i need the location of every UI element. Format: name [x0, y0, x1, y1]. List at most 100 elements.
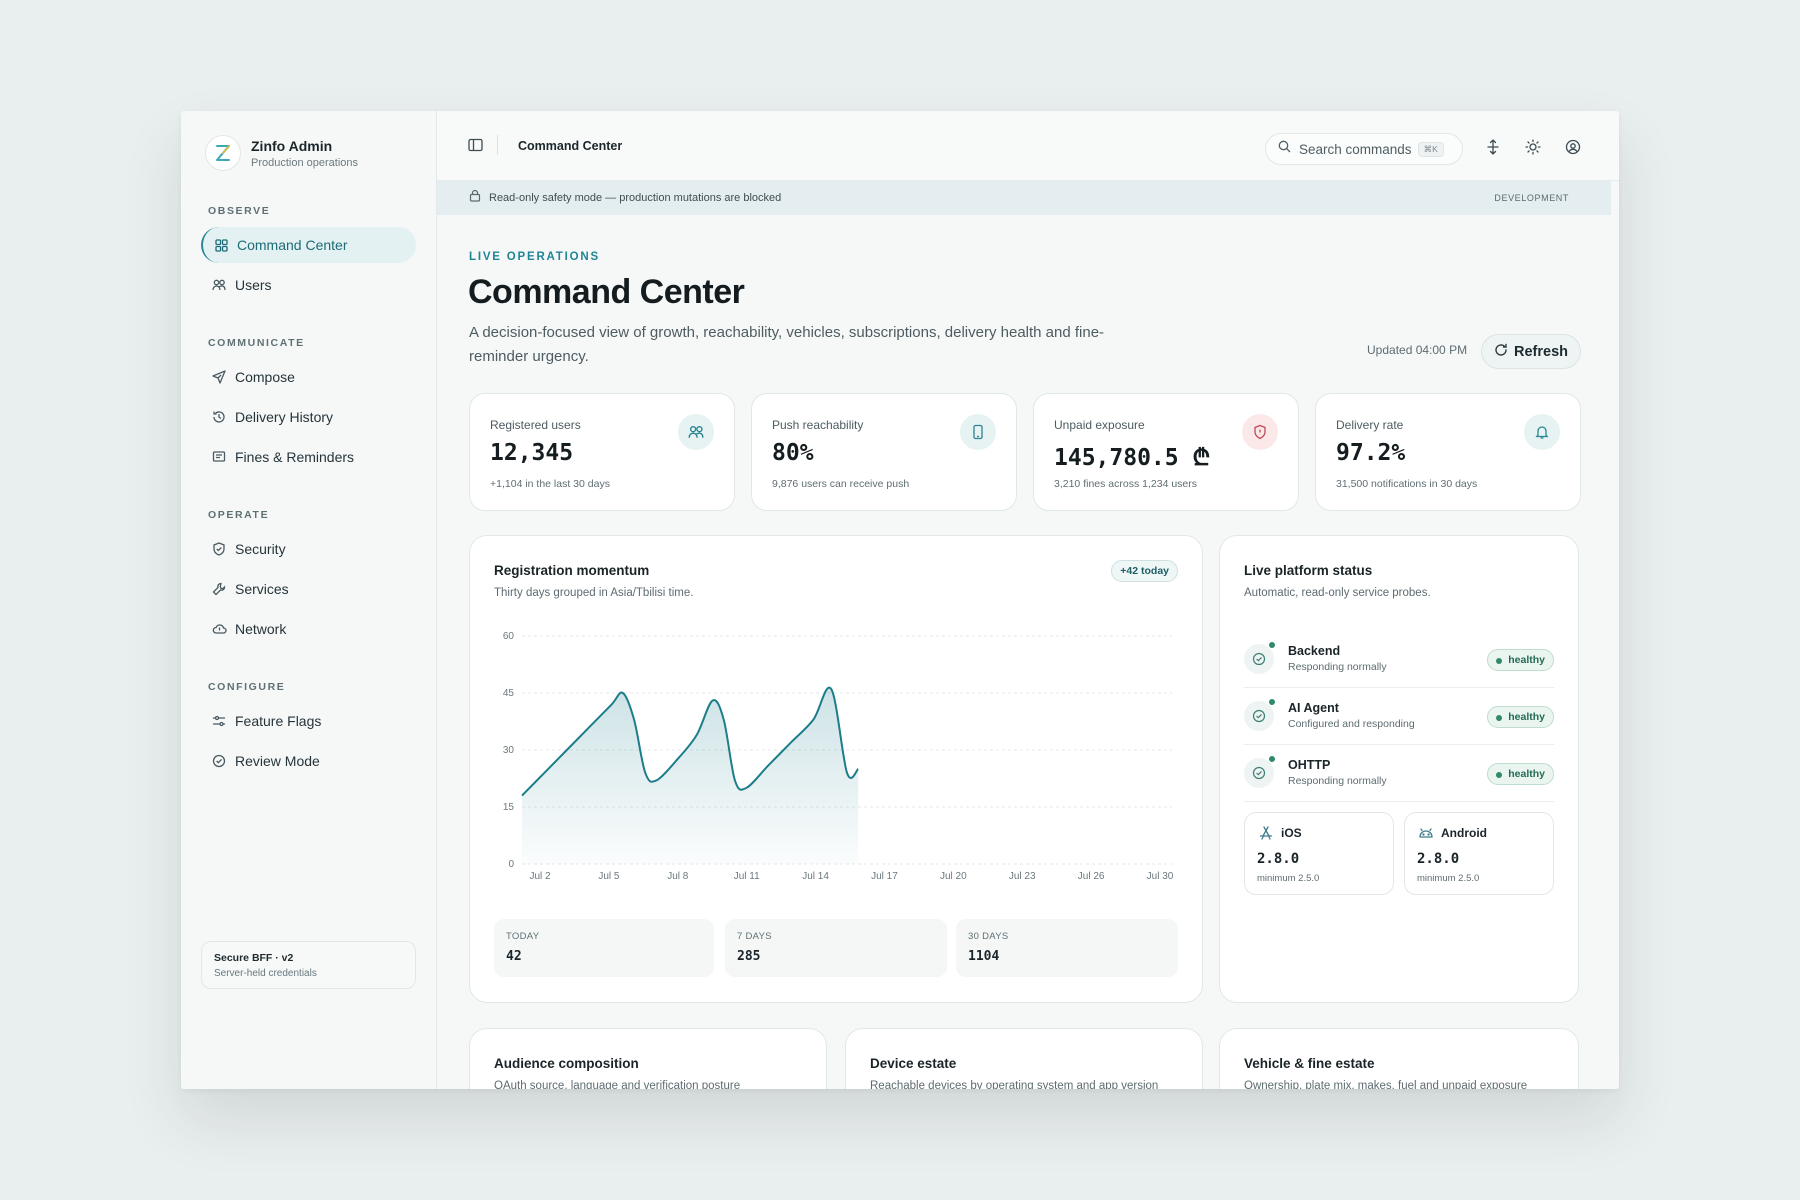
page-eyebrow: LIVE OPERATIONS	[469, 251, 600, 263]
nav-section-operate: OPERATE	[208, 509, 270, 521]
sidebar-item-delivery-history[interactable]: Delivery History	[201, 399, 416, 435]
os-version: 2.8.0	[1257, 851, 1300, 867]
status-dot	[1268, 698, 1276, 706]
kpi-note: 3,210 fines across 1,234 users	[1054, 478, 1198, 490]
kpi-card-push-reachability: Push reachability 80% 9,876 users can re…	[751, 393, 1017, 511]
sidebar-item-fines-reminders[interactable]: Fines & Reminders	[201, 439, 416, 475]
status-dot	[1268, 755, 1276, 763]
os-version: 2.8.0	[1417, 851, 1460, 867]
y-tick-label: 45	[503, 688, 515, 699]
service-row-ai-agent: AI Agent Configured and responding healt…	[1244, 688, 1554, 745]
sidebar-toggle-icon[interactable]	[468, 138, 484, 152]
sun-icon[interactable]	[1525, 139, 1541, 155]
card-subtitle: Thirty days grouped in Asia/Tbilisi time…	[494, 587, 694, 599]
kpi-note: +1,104 in the last 30 days	[490, 478, 610, 490]
nav-section-communicate: COMMUNICATE	[208, 337, 305, 349]
sidebar-item-label: Security	[235, 541, 286, 557]
refresh-icon	[1494, 343, 1508, 361]
stat-value: 1104	[968, 949, 1000, 964]
users-icon	[678, 414, 714, 450]
service-description: Responding normally	[1288, 775, 1387, 787]
brand-subtitle: Production operations	[251, 156, 359, 169]
os-minimum: minimum 2.5.0	[1257, 873, 1320, 884]
bff-title: Secure BFF · v2	[214, 952, 294, 964]
stat-label: TODAY	[506, 931, 540, 942]
message-icon	[211, 449, 227, 465]
refresh-label: Refresh	[1514, 343, 1568, 360]
brand[interactable]: Zinfo Admin Production operations	[205, 135, 358, 171]
os-name: iOS	[1281, 826, 1302, 840]
check-circle-icon	[1244, 758, 1274, 788]
sliders-icon	[211, 713, 227, 729]
kpi-label: Push reachability	[772, 418, 864, 432]
y-tick-label: 30	[503, 745, 515, 756]
account-icon[interactable]	[1565, 139, 1581, 155]
sidebar-item-command-center[interactable]: Command Center	[201, 227, 416, 263]
kpi-label: Delivery rate	[1336, 418, 1404, 432]
grid-icon	[213, 237, 229, 253]
kpi-value: 97.2%	[1336, 440, 1406, 466]
status-dot	[1268, 641, 1276, 649]
brand-logo	[205, 135, 241, 171]
sidebar-item-label: Services	[235, 581, 289, 597]
card-title: Audience composition	[494, 1056, 639, 1071]
card-title: Live platform status	[1244, 563, 1373, 578]
shield-alert-icon	[1242, 414, 1278, 450]
check-circle-icon	[1244, 644, 1274, 674]
service-name: OHTTP	[1288, 758, 1331, 772]
series-area	[522, 687, 859, 864]
environment-label: DEVELOPMENT	[1494, 193, 1569, 203]
stat-7-days: 7 DAYS 285	[725, 919, 947, 977]
kpi-card-unpaid-exposure: Unpaid exposure 145,780.5 ₾ 3,210 fines …	[1033, 393, 1299, 511]
sidebar-item-label: Network	[235, 621, 287, 637]
y-tick-label: 15	[503, 802, 515, 813]
x-tick-label: Jul 20	[940, 871, 967, 882]
bff-subtitle: Server-held credentials	[214, 968, 317, 979]
sidebar-item-label: Compose	[235, 369, 295, 385]
kpi-value: 12,345	[490, 440, 574, 466]
service-row-backend: Backend Responding normally healthy	[1244, 631, 1554, 688]
x-tick-label: Jul 17	[871, 871, 898, 882]
check-circle-icon	[211, 753, 227, 769]
kpi-card-registered-users: Registered users 12,345 +1,104 in the la…	[469, 393, 735, 511]
brand-name: Zinfo Admin	[251, 137, 333, 154]
density-icon[interactable]	[1485, 139, 1501, 155]
search-input[interactable]: Search commands ⌘K	[1265, 133, 1463, 165]
sidebar-item-security[interactable]: Security	[201, 531, 416, 567]
sidebar-item-compose[interactable]: Compose	[201, 359, 416, 395]
card-title: Registration momentum	[494, 563, 650, 578]
x-tick-label: Jul 2	[529, 871, 551, 882]
app-window: Zinfo Admin Production operations OBSERV…	[181, 111, 1619, 1089]
sidebar-item-services[interactable]: Services	[201, 571, 416, 607]
card-subtitle: Automatic, read-only service probes.	[1244, 587, 1431, 599]
sidebar-item-network[interactable]: Network	[201, 611, 416, 647]
x-tick-label: Jul 11	[734, 871, 760, 882]
shield-icon	[211, 541, 227, 557]
send-icon	[211, 369, 227, 385]
y-tick-label: 0	[508, 859, 514, 870]
service-name: AI Agent	[1288, 701, 1339, 715]
read-only-banner: Read-only safety mode — production mutat…	[437, 181, 1611, 215]
stat-label: 7 DAYS	[737, 931, 772, 942]
android-icon	[1418, 825, 1434, 841]
refresh-button[interactable]: Refresh	[1481, 334, 1581, 369]
stat-label: 30 DAYS	[968, 931, 1009, 942]
lock-icon	[469, 189, 481, 207]
page-title: Command Center	[468, 273, 745, 311]
banner-text: Read-only safety mode — production mutat…	[489, 192, 782, 204]
today-badge: +42 today	[1111, 560, 1178, 582]
phone-icon	[960, 414, 996, 450]
x-tick-label: Jul 30	[1147, 871, 1174, 882]
history-icon	[211, 409, 227, 425]
android-version-card: Android 2.8.0 minimum 2.5.0	[1404, 812, 1554, 895]
search-shortcut: ⌘K	[1417, 141, 1444, 157]
registration-momentum-card: Registration momentum Thirty days groupe…	[469, 535, 1203, 1003]
topbar-divider	[497, 135, 498, 155]
sidebar-item-feature-flags[interactable]: Feature Flags	[201, 703, 416, 739]
kpi-value: 145,780.5 ₾	[1054, 445, 1211, 471]
sidebar-item-review-mode[interactable]: Review Mode	[201, 743, 416, 779]
service-row-ohttp: OHTTP Responding normally healthy	[1244, 745, 1554, 802]
stat-30-days: 30 DAYS 1104	[956, 919, 1178, 977]
sidebar-item-users[interactable]: Users	[201, 267, 416, 303]
updated-timestamp: Updated 04:00 PM	[1367, 343, 1468, 357]
